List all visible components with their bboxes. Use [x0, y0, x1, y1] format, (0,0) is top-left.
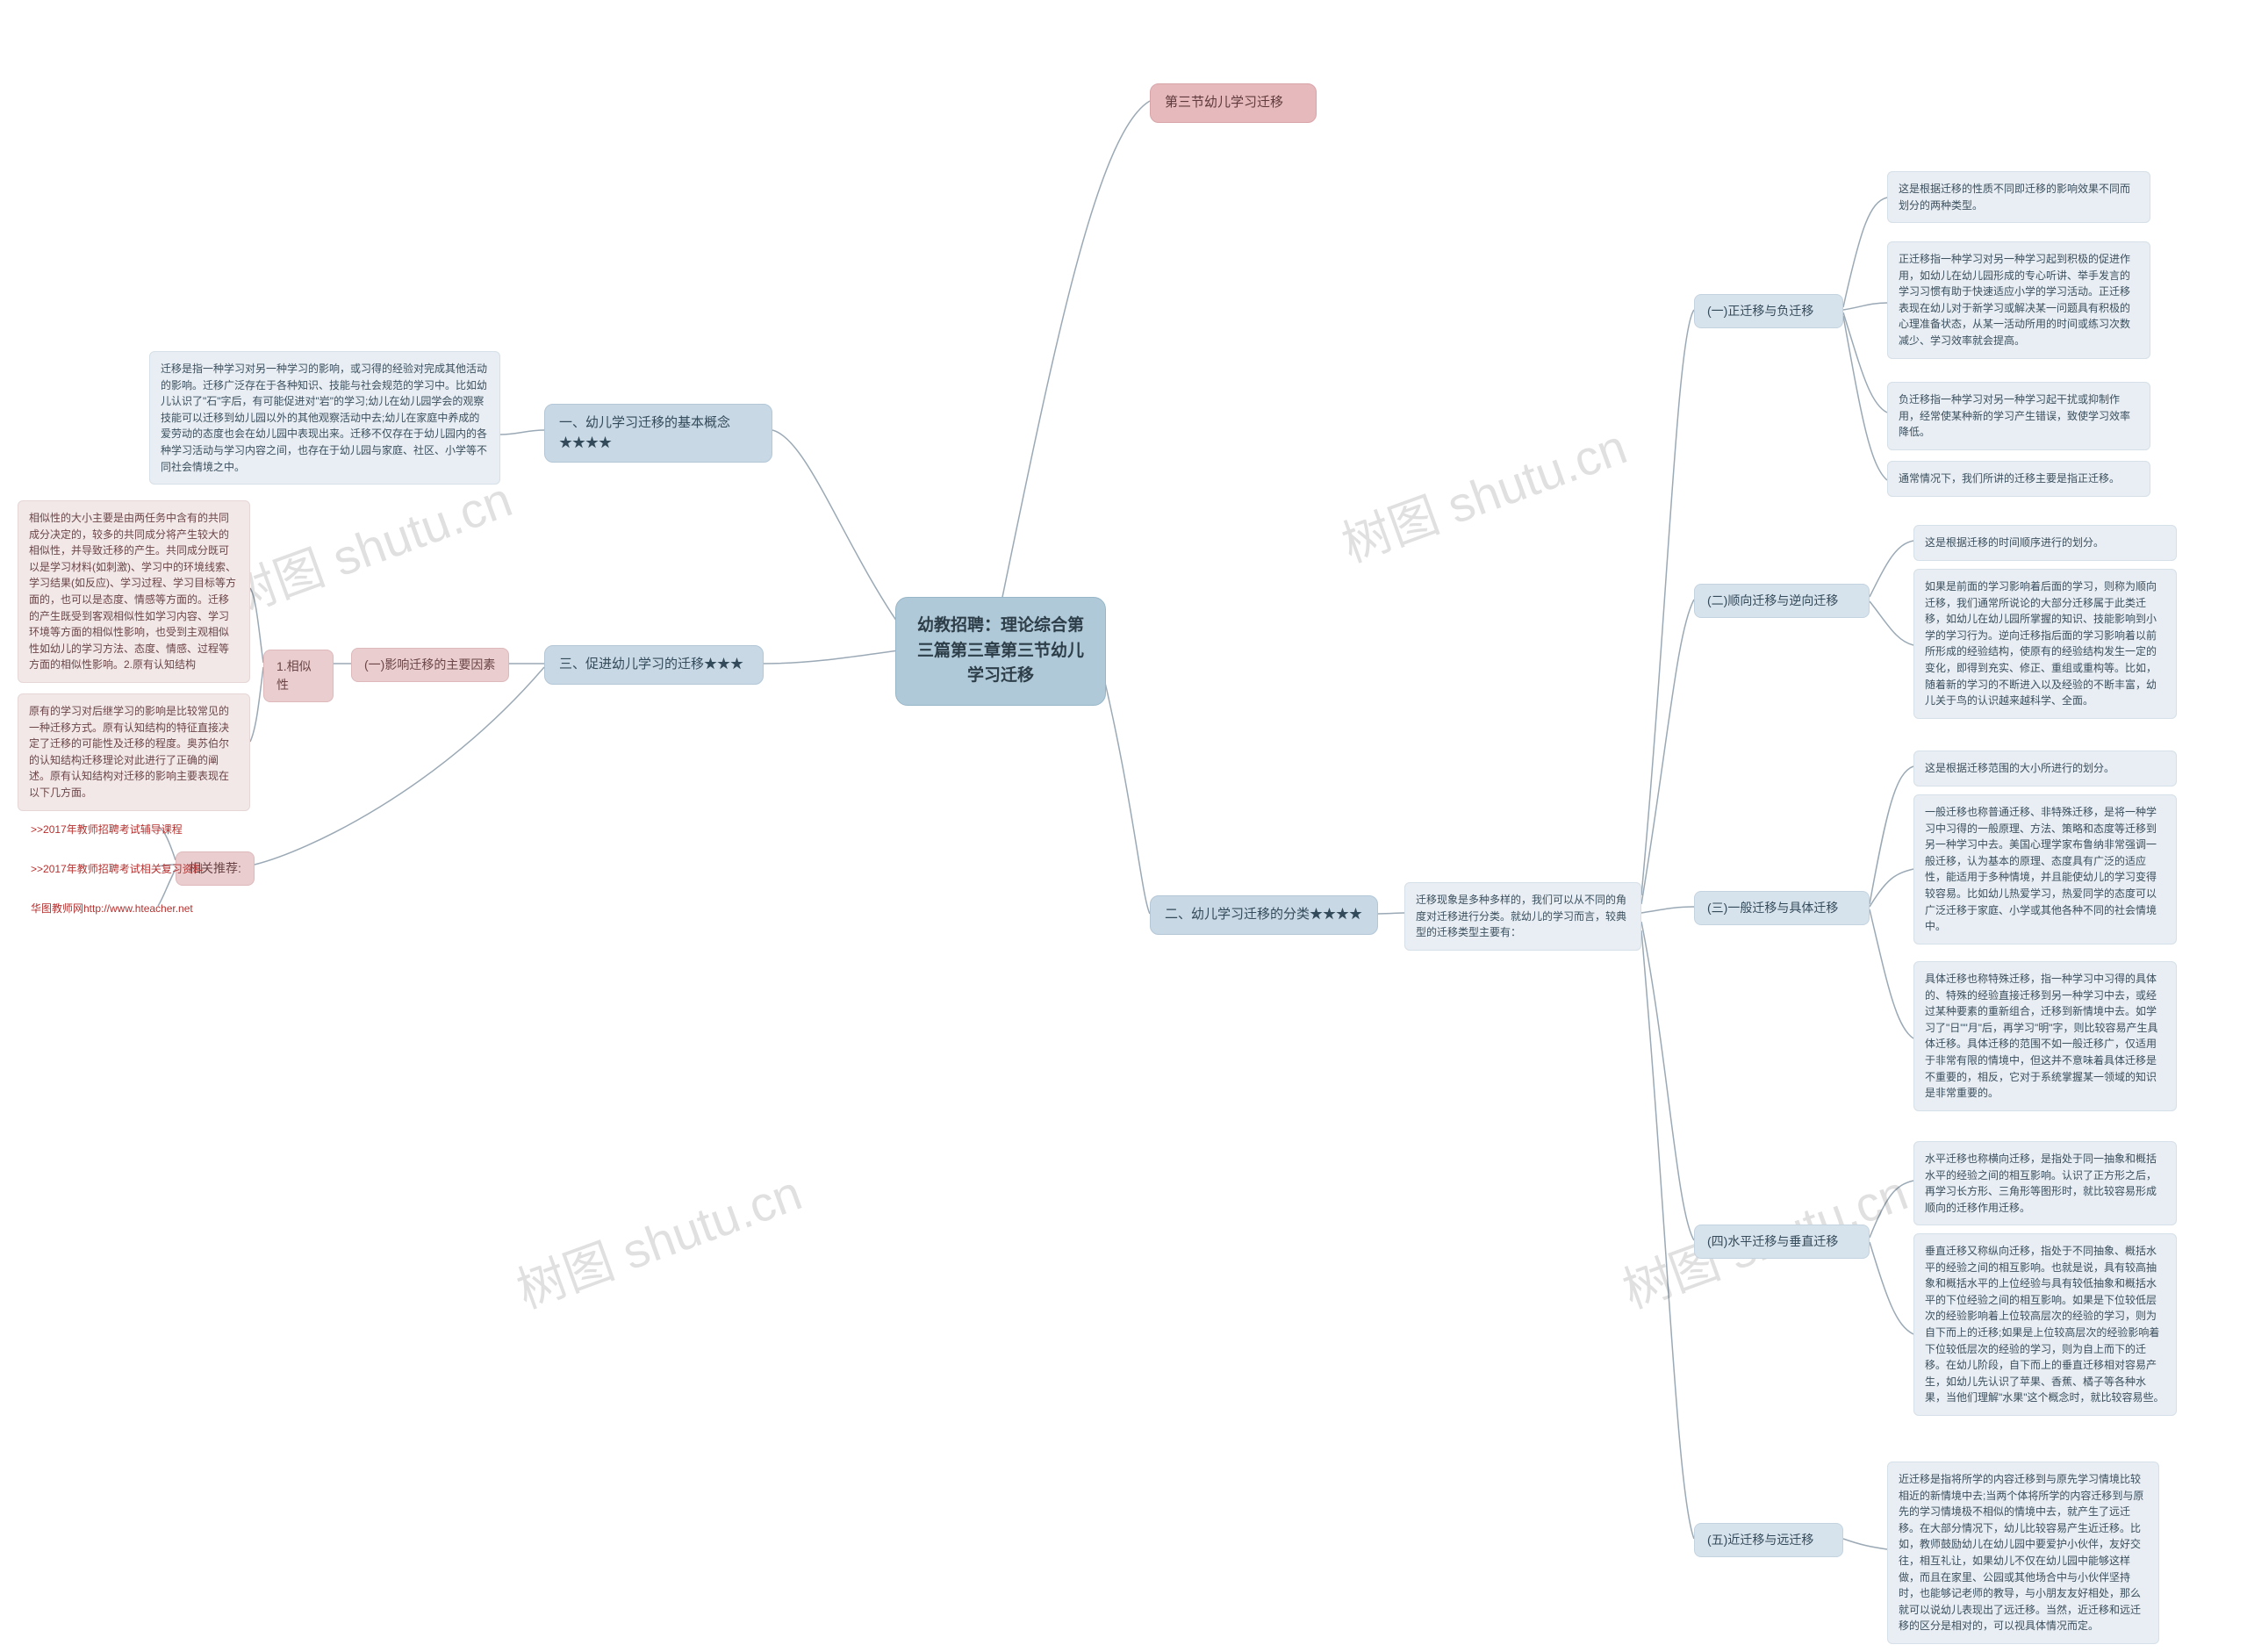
branch-right-2-intro: 迁移现象是多种多样的，我们可以从不同的角度对迁移进行分类。就幼儿的学习而言，较典… [1404, 882, 1641, 951]
related-link-1[interactable]: >>2017年教师招聘考试辅导课程 [22, 816, 191, 843]
sub-4-leaf-0: 水平迁移也称横向迁移，是指处于同一抽象和概括水平的经验之间的相互影响。认识了正方… [1913, 1141, 2177, 1225]
sub-5[interactable]: (五)近迁移与远迁移 [1694, 1523, 1843, 1557]
sub-5-leaf-0: 近迁移是指将所学的内容迁移到与原先学习情境比较相近的新情境中去;当两个体将所学的… [1887, 1462, 2159, 1644]
sub-3-leaf-2: 具体迁移也称特殊迁移，指一种学习中习得的具体的、特殊的经验直接迁移到另一种学习中… [1913, 961, 2177, 1111]
watermark: 树图 shutu.cn [1331, 407, 1635, 576]
sub-1-leaf-2: 负迁移指一种学习对另一种学习起干扰或抑制作用，经常使某种新的学习产生错误，致使学… [1887, 382, 2150, 450]
sub-4[interactable]: (四)水平迁移与垂直迁移 [1694, 1225, 1870, 1259]
branch-right-2[interactable]: 二、幼儿学习迁移的分类★★★★ [1150, 895, 1378, 935]
sub-2-leaf-1: 如果是前面的学习影响着后面的学习，则称为顺向迁移，我们通常所说论的大部分迁移属于… [1913, 569, 2177, 719]
branch-left-3-sub2[interactable]: 1.相似性 [263, 650, 334, 702]
leaf-left-3b: 原有的学习对后继学习的影响是比较常见的一种迁移方式。原有认知结构的特征直接决定了… [18, 693, 250, 811]
mindmap-canvas: 树图 shutu.cn 树图 shutu.cn 树图 shutu.cn 树图 s… [0, 0, 2247, 1652]
watermark: 树图 shutu.cn [506, 1153, 810, 1322]
related-link-3[interactable]: 华图教师网http://www.hteacher.net [22, 895, 202, 922]
sub-2[interactable]: (二)顺向迁移与逆向迁移 [1694, 584, 1870, 618]
branch-left-1[interactable]: 一、幼儿学习迁移的基本概念★★★★ [544, 404, 772, 463]
branch-top[interactable]: 第三节幼儿学习迁移 [1150, 83, 1317, 123]
branch-left-3-sub[interactable]: (一)影响迁移的主要因素 [351, 648, 509, 682]
sub-4-leaf-1: 垂直迁移又称纵向迁移，指处于不同抽象、概括水平的经验之间的相互影响。也就是说，具… [1913, 1233, 2177, 1416]
sub-3-leaf-0: 这是根据迁移范围的大小所进行的划分。 [1913, 751, 2177, 786]
sub-1[interactable]: (一)正迁移与负迁移 [1694, 294, 1843, 328]
center-node[interactable]: 幼教招聘：理论综合第三篇第三章第三节幼儿学习迁移 [895, 597, 1106, 706]
leaf-left-3a: 相似性的大小主要是由两任务中含有的共同成分决定的，较多的共同成分将产生较大的相似… [18, 500, 250, 683]
branch-left-3[interactable]: 三、促进幼儿学习的迁移★★★ [544, 645, 764, 685]
sub-1-leaf-1: 正迁移指一种学习对另一种学习起到积极的促进作用，如幼儿在幼儿园形成的专心听讲、举… [1887, 241, 2150, 359]
sub-1-leaf-0: 这是根据迁移的性质不同即迁移的影响效果不同而划分的两种类型。 [1887, 171, 2150, 223]
related-link-2[interactable]: >>2017年教师招聘考试相关复习资料 [22, 856, 212, 882]
watermark: 树图 shutu.cn [216, 460, 520, 628]
sub-2-leaf-0: 这是根据迁移的时间顺序进行的划分。 [1913, 525, 2177, 561]
sub-3[interactable]: (三)一般迁移与具体迁移 [1694, 891, 1870, 925]
sub-1-leaf-3: 通常情况下，我们所讲的迁移主要是指正迁移。 [1887, 461, 2150, 497]
leaf-left-1: 迁移是指一种学习对另一种学习的影响，或习得的经验对完成其他活动的影响。迁移广泛存… [149, 351, 500, 485]
sub-3-leaf-1: 一般迁移也称普通迁移、非特殊迁移，是将一种学习中习得的一般原理、方法、策略和态度… [1913, 794, 2177, 945]
